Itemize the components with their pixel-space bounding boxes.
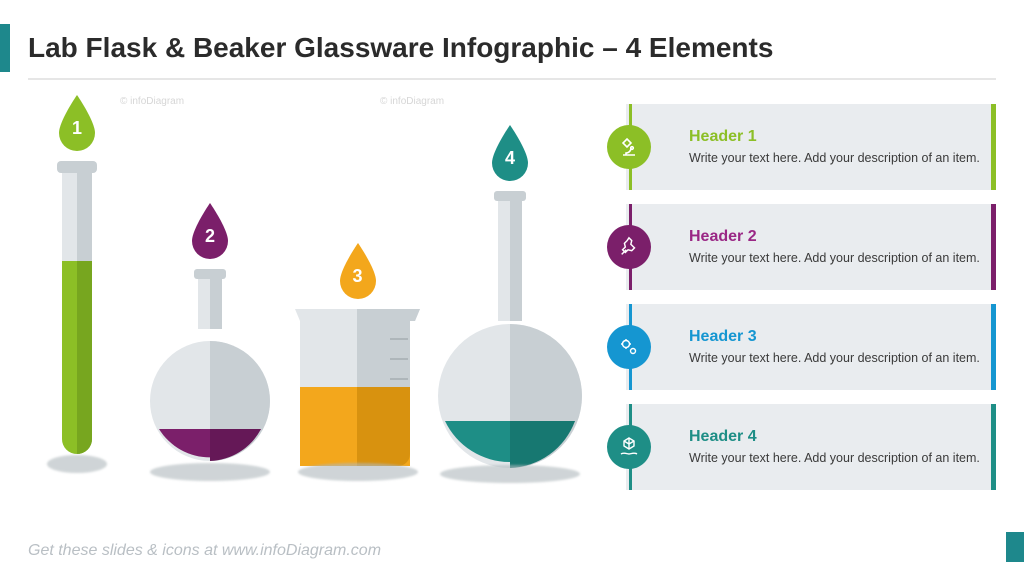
drop-number: 3 (352, 266, 362, 287)
card-header: Header 2 (689, 228, 980, 246)
page: Lab Flask & Beaker Glassware Infographic… (0, 0, 1024, 576)
stripe-right (991, 304, 996, 390)
round-flask-tall-svg (430, 191, 590, 471)
drop-2: 2 (188, 203, 232, 261)
card-body: Write your text here. Add your descripti… (689, 150, 980, 167)
shadow (440, 465, 580, 483)
stripe-right (991, 104, 996, 190)
footer-text: Get these slides & icons at www.infoDiag… (28, 542, 381, 560)
page-title: Lab Flask & Beaker Glassware Infographic… (28, 32, 773, 64)
card-3: Header 3 Write your text here. Add your … (626, 304, 996, 390)
pin-icon (607, 225, 651, 269)
vessel-test-tube: 1 (42, 95, 112, 461)
drop-1: 1 (55, 95, 99, 153)
drop-number: 1 (72, 118, 82, 139)
beaker-svg (290, 309, 425, 469)
drop-number: 4 (505, 148, 515, 169)
round-flask-short-svg (140, 269, 280, 469)
card-2: Header 2 Write your text here. Add your … (626, 204, 996, 290)
test-tube-svg (52, 161, 102, 461)
legend: Header 1 Write your text here. Add your … (626, 104, 996, 490)
vessel-beaker: 3 (290, 243, 425, 469)
card-1: Header 1 Write your text here. Add your … (626, 104, 996, 190)
card-body: Write your text here. Add your descripti… (689, 450, 980, 467)
microscope-icon (607, 125, 651, 169)
vessel-round-flask-short: 2 (140, 203, 280, 469)
shadow (150, 463, 270, 481)
stripe-right (991, 204, 996, 290)
card-body: Write your text here. Add your descripti… (689, 250, 980, 267)
shadow (298, 463, 418, 481)
shadow (47, 455, 107, 473)
drop-4: 4 (488, 125, 532, 183)
drop-number: 2 (205, 226, 215, 247)
gears-icon (607, 325, 651, 369)
card-header: Header 4 (689, 428, 980, 446)
vessel-round-flask-tall: 4 (430, 125, 590, 471)
drop-3: 3 (336, 243, 380, 301)
corner-accent (1006, 532, 1024, 562)
card-header: Header 3 (689, 328, 980, 346)
card-body: Write your text here. Add your descripti… (689, 350, 980, 367)
cube-hand-icon (607, 425, 651, 469)
title-accent (0, 24, 10, 72)
stripe-right (991, 404, 996, 490)
card-header: Header 1 (689, 128, 980, 146)
glassware-area: 1 2 (10, 95, 620, 495)
card-4: Header 4 Write your text here. Add your … (626, 404, 996, 490)
title-underline (28, 78, 996, 80)
title-bar: Lab Flask & Beaker Glassware Infographic… (0, 24, 1024, 72)
